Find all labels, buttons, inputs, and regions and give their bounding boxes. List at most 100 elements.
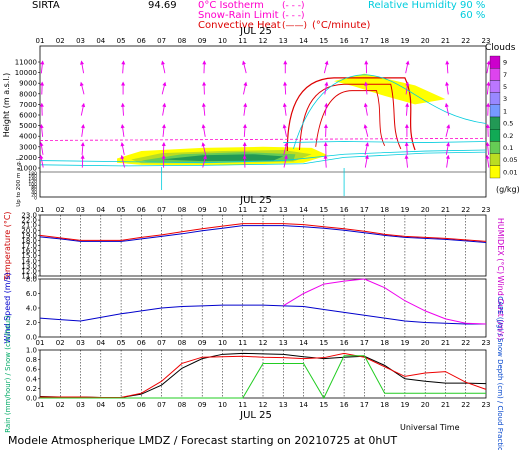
hour-tick-label: 01: [36, 37, 45, 45]
hour-tick-label: 11: [238, 401, 247, 409]
hour-tick-label: 17: [360, 339, 369, 347]
y-tick-label: 4.0: [26, 305, 37, 313]
hour-tick-label: 06: [137, 206, 146, 214]
colorbar-swatch: [490, 141, 500, 153]
hour-tick-label: 07: [157, 37, 166, 45]
hour-tick-label: 06: [137, 37, 146, 45]
y-tick-label: 9000: [19, 80, 37, 88]
hour-tick-label: 17: [360, 206, 369, 214]
hour-tick-label: 13: [279, 37, 288, 45]
hour-tick-label: 19: [400, 206, 409, 214]
rh-line: [283, 142, 486, 143]
hour-tick-label: 03: [76, 206, 85, 214]
hour-tick-label: 07: [157, 339, 166, 347]
hour-tick-label: 17: [360, 401, 369, 409]
hour-tick-label: 09: [198, 37, 207, 45]
station-name: SIRTA: [32, 0, 60, 11]
hour-tick-label: 06: [137, 339, 146, 347]
panel-title: JUL 25: [239, 195, 272, 206]
wind-arrow: [486, 124, 490, 137]
y-tick-label: 0.2: [26, 385, 37, 393]
hour-tick-label: 21: [441, 339, 450, 347]
coord-text: 94.69: [148, 0, 177, 11]
y-tick-label: 11000: [15, 59, 37, 67]
hour-tick-label: 09: [198, 401, 207, 409]
hour-tick-label: 14: [299, 206, 308, 214]
colorbar-tick-label: 0.2: [503, 132, 513, 140]
wind-arrow-head: [486, 103, 490, 107]
hour-tick-label: 18: [380, 37, 389, 45]
x-axis-label: Universal Time: [400, 423, 460, 432]
colorbar-swatch: [490, 117, 500, 129]
hour-tick-label: 04: [96, 401, 105, 409]
hour-tick-label: 20: [421, 206, 430, 214]
y-axis-label-right: CAPE (J/g) / Snow Depth (cm) / Cloud Fra…: [496, 296, 504, 450]
hour-tick-label: 03: [76, 37, 85, 45]
hour-tick-label: 16: [340, 206, 349, 214]
hour-tick-label: 05: [117, 339, 126, 347]
hour-tick-label: 08: [177, 339, 186, 347]
colorbar-tick-label: 0.05: [503, 156, 517, 164]
hour-tick-label: 16: [340, 401, 349, 409]
hour-tick-label: 10: [218, 37, 227, 45]
colorbar-swatch: [490, 166, 500, 178]
hour-tick-label: 21: [441, 401, 450, 409]
hour-tick-label: 22: [461, 37, 470, 45]
y-tick-label: 0.4: [26, 375, 38, 383]
footer-text: Modele Atmospherique LMDZ / Forecast sta…: [8, 434, 397, 447]
wind-arrow: [486, 103, 490, 116]
hour-tick-label: 20: [421, 339, 430, 347]
hour-tick-label: 07: [157, 401, 166, 409]
hour-tick-label: 04: [96, 339, 105, 347]
rh-level-60: 60 %: [460, 10, 485, 21]
hour-tick-label: 13: [279, 339, 288, 347]
y-axis-label: Rain (mm/hour) / Snow (cm/hour): [4, 315, 12, 433]
hour-tick-label: 23: [482, 339, 491, 347]
hour-tick-label: 12: [259, 206, 268, 214]
y-tick-label: 8.0: [26, 276, 37, 284]
y-tick-label: 6.0: [26, 290, 37, 298]
hour-tick-label: 22: [461, 339, 470, 347]
y-tick-label: 8000: [19, 90, 37, 98]
hour-tick-label: 17: [360, 37, 369, 45]
hour-tick-label: 05: [117, 401, 126, 409]
hour-tick-label: 01: [36, 401, 45, 409]
hour-tick-label: 18: [380, 339, 389, 347]
y-axis-label-low: Up to 200 m a.g.l.: [16, 157, 22, 207]
hour-tick-label: 18: [380, 206, 389, 214]
colorbar-swatch: [490, 93, 500, 105]
hour-tick-label: 12: [259, 339, 268, 347]
hour-tick-label: 21: [441, 206, 450, 214]
y-axis-label: Temperature (°C): [3, 211, 12, 281]
y-tick-label: 2.0: [26, 319, 37, 327]
y-axis-label: Height (m a.s.l.): [2, 73, 11, 138]
y-tick-label: 7000: [19, 101, 37, 109]
legend-swatch: (- - -): [282, 1, 305, 11]
hour-tick-label: 19: [400, 37, 409, 45]
y-tick-label: 6000: [19, 112, 37, 120]
colorbar-tick-label: 9: [503, 59, 507, 67]
colorbar-swatch: [490, 105, 500, 117]
hour-tick-label: 10: [218, 206, 227, 214]
hour-tick-label: 20: [421, 401, 430, 409]
y-tick-label: 10000: [15, 69, 37, 77]
y-axis-label-right: HUMIDEX (°C): [496, 218, 505, 274]
panel-title-bottom: JUL 25: [239, 410, 272, 421]
hour-tick-label: 21: [441, 37, 450, 45]
hour-tick-label: 19: [400, 339, 409, 347]
y-tick-label: 4000: [19, 133, 37, 141]
colorbar-tick-label: 7: [503, 71, 507, 79]
hour-tick-label: 19: [400, 401, 409, 409]
y-tick-label: 0.6: [26, 366, 38, 374]
hour-tick-label: 04: [96, 206, 105, 214]
header-legend: 0°C Isotherm(- - -)Snow-Rain Limit(- - -…: [198, 0, 371, 31]
hour-tick-label: 08: [177, 401, 186, 409]
hour-tick-label: 04: [96, 37, 105, 45]
colorbar-tick-label: 5: [503, 83, 507, 91]
hour-tick-label: 22: [461, 401, 470, 409]
hour-tick-label: 10: [218, 339, 227, 347]
y-tick-label: 0.8: [26, 356, 37, 364]
